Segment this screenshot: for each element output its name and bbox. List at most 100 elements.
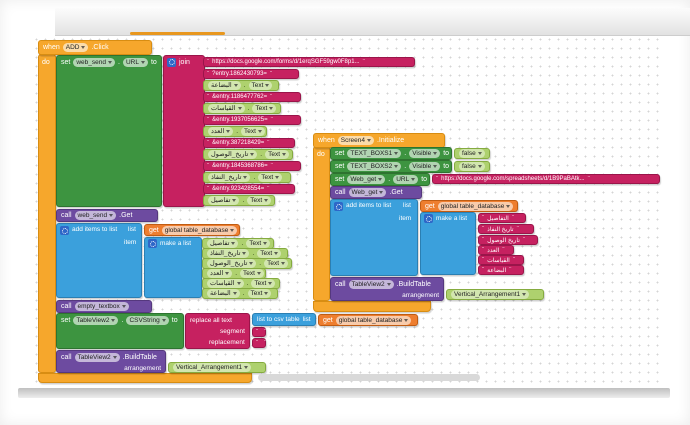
when-add-bottom[interactable] xyxy=(38,373,252,383)
text-string-block[interactable]: ?entry.1862430793= xyxy=(203,69,299,79)
replacement-string-block[interactable] xyxy=(252,338,266,348)
property-dropdown[interactable]: Text xyxy=(252,104,277,113)
segment-string-block[interactable] xyxy=(252,327,266,337)
component-getter-block[interactable]: القياسات. Text xyxy=(203,103,281,114)
set-textboxs1-visible-block[interactable]: set TEXT_BOXS1 . Visible to xyxy=(330,147,452,160)
property-dropdown[interactable]: Text xyxy=(257,249,282,258)
logic-dropdown[interactable]: false xyxy=(459,162,485,171)
component-dropdown[interactable]: البضاعة xyxy=(207,289,240,298)
component-getter-block[interactable]: تاريخ_الوصول. Text xyxy=(203,149,293,160)
mutator-gear-icon[interactable] xyxy=(60,226,69,235)
set-textboxs2-visible-block[interactable]: set TEXT_BOXS2 . Visible to xyxy=(330,160,452,173)
vertical-arrangement-getter-block[interactable]: Vertical_Arrangement1 xyxy=(168,362,266,373)
component-dropdown[interactable]: تاريخ_النفاذ xyxy=(208,173,251,182)
add-items-to-list-block[interactable] xyxy=(56,223,142,298)
component-getter-block[interactable]: البضاعة. Text xyxy=(202,288,278,299)
component-dropdown[interactable]: تاريخ_النفاذ xyxy=(207,249,250,258)
property-dropdown[interactable]: Text xyxy=(251,279,276,288)
list-to-csv-table-block[interactable]: list to csv table list xyxy=(252,313,316,326)
component-dropdown[interactable]: ADD xyxy=(62,43,89,52)
component-dropdown[interactable]: Web_get xyxy=(348,188,387,197)
call-webget-get-block[interactable]: call Web_get .Get xyxy=(330,186,422,199)
property-dropdown[interactable]: Visible xyxy=(409,149,441,158)
property-dropdown[interactable]: Text xyxy=(264,259,289,268)
text-string-block[interactable]: &entry.1186477762= xyxy=(203,92,301,102)
when-screen4-spine[interactable] xyxy=(313,146,330,301)
component-dropdown[interactable]: تاريخ_الوصول xyxy=(208,150,258,159)
component-dropdown[interactable]: TEXT_BOXS1 xyxy=(347,149,402,158)
get-global-variable-block[interactable]: get global table_database xyxy=(318,314,418,326)
component-dropdown[interactable]: القياسات xyxy=(207,279,244,288)
component-getter-block[interactable]: البضاعة. Text xyxy=(203,80,279,91)
text-string-block[interactable]: https://docs.google.com/forms/d/1erqSGF5… xyxy=(203,57,415,67)
mutator-gear-icon[interactable] xyxy=(148,239,157,248)
variable-dropdown[interactable]: global table_database xyxy=(161,225,238,235)
get-global-variable-block[interactable]: get global table_database xyxy=(144,224,240,236)
component-dropdown[interactable]: تفاصيل xyxy=(207,239,239,248)
component-dropdown[interactable]: البضاعة xyxy=(208,81,241,90)
component-dropdown[interactable]: تاريخ_الوصول xyxy=(207,259,257,268)
text-string-block[interactable]: تاريخ النفاذ xyxy=(478,224,534,234)
property-dropdown[interactable]: Text xyxy=(265,150,290,159)
component-dropdown[interactable]: القياسات xyxy=(208,104,245,113)
property-dropdown[interactable]: Text xyxy=(240,269,264,278)
property-dropdown[interactable]: Text xyxy=(247,289,272,298)
when-add-click-block[interactable]: when ADD .Click xyxy=(38,40,152,55)
component-dropdown[interactable]: Vertical_Arrangement1 xyxy=(173,363,252,372)
join-block[interactable]: join xyxy=(163,55,205,207)
text-string-block[interactable]: &entry.387218429= xyxy=(203,138,295,148)
property-dropdown[interactable]: Text xyxy=(247,196,272,205)
component-dropdown[interactable]: العدد xyxy=(208,127,234,136)
component-dropdown[interactable]: Vertical_Arrangement1 xyxy=(451,290,530,299)
procedure-dropdown[interactable]: empty_textbox xyxy=(74,302,129,311)
text-string-block[interactable]: القياسات xyxy=(478,255,524,265)
property-dropdown[interactable]: Text xyxy=(248,81,273,90)
mutator-gear-icon[interactable] xyxy=(167,57,176,67)
property-dropdown[interactable]: Text xyxy=(241,127,265,136)
horizontal-scrollbar[interactable] xyxy=(258,374,480,381)
when-screen4-bottom[interactable] xyxy=(313,301,431,312)
component-dropdown[interactable]: web_send xyxy=(74,211,117,220)
property-dropdown[interactable]: URL xyxy=(393,175,419,184)
call-buildtable-block[interactable]: call TableView2 .BuildTable arrangement xyxy=(56,350,166,373)
set-tableview-csvstring-block[interactable]: set TableView2 . CSVString to xyxy=(56,313,184,349)
replace-all-text-block[interactable]: replace all text xyxy=(185,313,250,349)
component-dropdown[interactable]: تفاصيل xyxy=(208,196,240,205)
component-dropdown[interactable]: Screen4 xyxy=(337,136,374,145)
variable-dropdown[interactable]: global table_database xyxy=(335,315,412,325)
make-a-list-block[interactable]: make a list xyxy=(144,237,202,298)
text-string-block[interactable]: التفاصيل xyxy=(478,213,526,223)
component-dropdown[interactable]: web_send xyxy=(73,58,115,67)
make-a-list-block[interactable]: make a list xyxy=(420,212,476,275)
property-dropdown[interactable]: CSVString xyxy=(126,316,169,325)
property-dropdown[interactable]: Text xyxy=(258,173,283,182)
property-dropdown[interactable]: Visible xyxy=(409,162,441,171)
component-dropdown[interactable]: TableView2 xyxy=(348,279,394,289)
text-string-block[interactable]: العدد xyxy=(478,245,514,255)
component-dropdown[interactable]: TableView2 xyxy=(74,352,120,362)
component-getter-block[interactable]: العدد. Text xyxy=(203,126,267,137)
mutator-gear-icon[interactable] xyxy=(424,214,433,223)
property-dropdown[interactable]: URL xyxy=(122,58,148,67)
text-string-block[interactable]: &entry.1845368786= xyxy=(203,161,301,171)
text-string-block[interactable]: البضاعة xyxy=(478,265,524,275)
component-dropdown[interactable]: العدد xyxy=(207,269,233,278)
component-dropdown[interactable]: TEXT_BOXS2 xyxy=(347,162,402,171)
call-buildtable-block[interactable]: call TableView2 .BuildTable arrangement xyxy=(330,277,444,301)
text-string-block[interactable]: تاريخ الوصول xyxy=(478,235,538,245)
logic-false-block[interactable]: false xyxy=(454,148,490,159)
add-items-to-list-block[interactable] xyxy=(330,199,418,276)
text-string-block[interactable]: &entry.1937056625= xyxy=(203,115,301,125)
property-dropdown[interactable]: Text xyxy=(246,239,271,248)
text-string-block[interactable]: &entry.923428554= xyxy=(203,184,295,194)
component-dropdown[interactable]: Web_get xyxy=(347,175,386,184)
mutator-gear-icon[interactable] xyxy=(334,202,343,211)
call-empty-textbox-block[interactable]: call empty_textbox xyxy=(56,300,152,313)
when-screen4-initialize-block[interactable]: when Screen4 .Initialize xyxy=(313,133,445,148)
call-websend-get-block[interactable]: call web_send .Get xyxy=(56,209,158,222)
logic-dropdown[interactable]: false xyxy=(459,149,485,158)
set-webget-url-block[interactable]: set Web_get . URL to xyxy=(330,173,430,186)
when-add-spine[interactable] xyxy=(38,54,56,373)
component-getter-block[interactable]: تفاصيل. Text xyxy=(203,195,275,206)
get-global-variable-block[interactable]: get global table_database xyxy=(420,200,518,212)
